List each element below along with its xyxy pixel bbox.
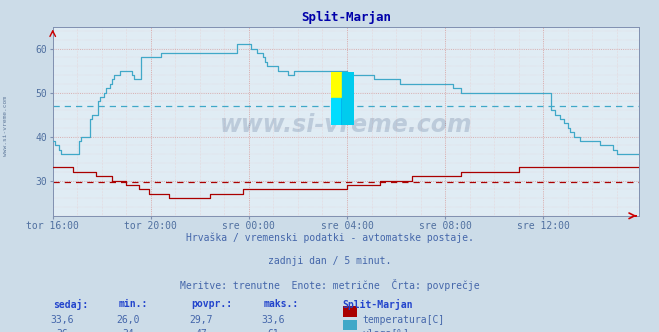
Text: 61: 61 [268,329,279,332]
Text: temperatura[C]: temperatura[C] [362,315,445,325]
Text: povpr.:: povpr.: [191,299,232,309]
Text: Split-Marjan: Split-Marjan [343,299,413,310]
Text: maks.:: maks.: [264,299,299,309]
Text: min.:: min.: [119,299,148,309]
Text: www.si-vreme.com: www.si-vreme.com [219,113,473,137]
Text: Meritve: trenutne  Enote: metrične  Črta: povprečje: Meritve: trenutne Enote: metrične Črta: … [180,279,479,291]
Text: 34: 34 [123,329,134,332]
Text: Hrvaška / vremenski podatki - avtomatske postaje.: Hrvaška / vremenski podatki - avtomatske… [186,232,473,243]
Text: 33,6: 33,6 [51,315,74,325]
Text: 47: 47 [195,329,207,332]
Text: 36: 36 [57,329,69,332]
Text: zadnji dan / 5 minut.: zadnji dan / 5 minut. [268,256,391,266]
Text: vlaga[%]: vlaga[%] [362,329,409,332]
Text: 33,6: 33,6 [262,315,285,325]
Text: 26,0: 26,0 [117,315,140,325]
Text: sedaj:: sedaj: [53,299,88,310]
Text: www.si-vreme.com: www.si-vreme.com [3,96,9,156]
Text: 29,7: 29,7 [189,315,213,325]
Title: Split-Marjan: Split-Marjan [301,11,391,24]
